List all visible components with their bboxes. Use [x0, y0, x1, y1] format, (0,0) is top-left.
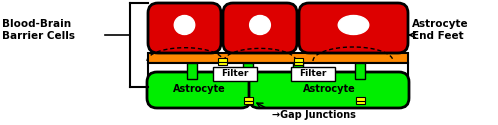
- Bar: [213, 67, 257, 81]
- FancyBboxPatch shape: [299, 3, 408, 53]
- Text: Filter: Filter: [221, 70, 249, 78]
- Text: Filter: Filter: [299, 70, 327, 78]
- FancyBboxPatch shape: [148, 3, 221, 53]
- Bar: [244, 97, 252, 101]
- Ellipse shape: [249, 16, 270, 34]
- Bar: [148, 63, 408, 87]
- FancyBboxPatch shape: [223, 3, 297, 53]
- Bar: [355, 63, 365, 79]
- Bar: [187, 63, 197, 79]
- Text: Astrocyte: Astrocyte: [303, 84, 356, 94]
- Bar: [244, 100, 252, 104]
- Bar: [148, 53, 408, 63]
- Bar: [293, 61, 302, 65]
- Text: →Gap Junctions: →Gap Junctions: [272, 110, 356, 120]
- Text: Blood-Brain
Barrier Cells: Blood-Brain Barrier Cells: [2, 19, 75, 41]
- Bar: [356, 100, 365, 104]
- Text: Astrocyte: Astrocyte: [173, 84, 226, 94]
- Text: Astrocyte
End Feet: Astrocyte End Feet: [412, 19, 469, 41]
- Ellipse shape: [338, 16, 369, 34]
- Bar: [243, 63, 253, 79]
- FancyBboxPatch shape: [249, 72, 409, 108]
- Bar: [293, 63, 303, 79]
- Bar: [291, 67, 335, 81]
- FancyBboxPatch shape: [147, 72, 251, 108]
- Ellipse shape: [174, 16, 195, 34]
- Bar: [218, 58, 227, 62]
- Bar: [356, 97, 365, 101]
- Bar: [218, 61, 227, 65]
- Bar: [293, 58, 302, 62]
